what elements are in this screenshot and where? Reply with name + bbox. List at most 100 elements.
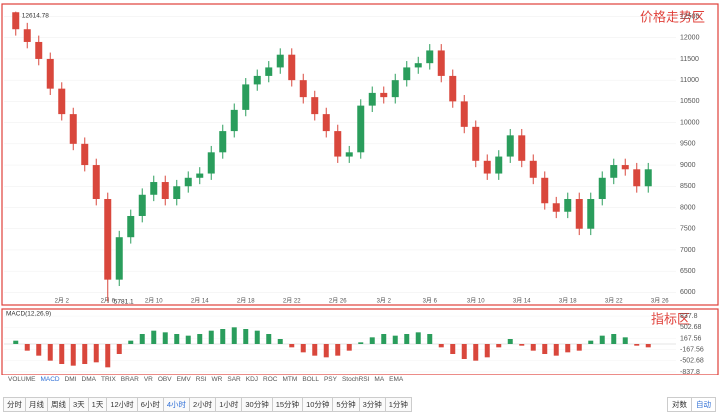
candle-body	[46, 58, 54, 89]
macd-bar	[13, 340, 19, 344]
y-tick-label: -837.8	[680, 369, 700, 375]
candle-body	[633, 169, 641, 187]
period-button[interactable]: 1小时	[215, 397, 243, 412]
macd-bar	[553, 344, 559, 356]
indicator-tab[interactable]: VR	[143, 376, 153, 383]
macd-bar	[197, 334, 203, 344]
y-tick-label: 837.8	[680, 313, 698, 320]
macd-bar	[599, 335, 605, 344]
indicator-tab[interactable]: BOLL	[302, 376, 319, 383]
period-button[interactable]: 1天	[87, 397, 108, 412]
indicator-tab[interactable]: PSY	[323, 376, 337, 383]
candle-body	[184, 177, 192, 187]
candle-body	[161, 182, 169, 200]
y-tick-label: 8500	[680, 183, 696, 190]
indicator-tab[interactable]: RSI	[195, 376, 207, 383]
candle-body	[219, 131, 227, 153]
indicator-tab[interactable]: BRAR	[120, 376, 139, 383]
period-button[interactable]: 3分钟	[358, 397, 386, 412]
indicator-tab[interactable]: TRIX	[100, 376, 116, 383]
x-tick-label: 2月 22	[283, 298, 301, 305]
period-button[interactable]: 分时	[3, 397, 26, 412]
indicator-tab[interactable]: VOLUME	[8, 376, 36, 383]
macd-bar	[128, 340, 134, 344]
macd-bar	[59, 344, 65, 364]
indicator-tabs: VOLUME MACD DMI DMA TRIX BRAR VR OBV EMV RSI WR SAR…	[8, 376, 403, 383]
y-tick-label: 7000	[680, 247, 696, 254]
chart-area: 价格走势区 指标区 MACD(12,26,9) 6000 6500 7000 7500…	[1, 3, 719, 375]
candle-body	[92, 165, 100, 200]
period-button[interactable]: 6小时	[136, 397, 164, 412]
macd-bar	[381, 334, 387, 344]
candle-body	[69, 114, 77, 144]
indicator-tab[interactable]: MA	[374, 376, 385, 383]
macd-bar	[484, 344, 490, 358]
candle-body	[115, 237, 123, 280]
indicator-tab[interactable]: MTM	[282, 376, 298, 383]
candle-body	[472, 126, 480, 161]
macd-bar	[530, 344, 536, 351]
candle-body	[242, 84, 250, 110]
indicator-tab[interactable]: DMI	[64, 376, 77, 383]
candle-body	[541, 177, 549, 204]
indicator-tab[interactable]: KDJ	[245, 376, 259, 383]
annotation: 12614.78	[22, 12, 49, 19]
candle-body	[610, 165, 618, 178]
period-button[interactable]: 5分钟	[332, 397, 360, 412]
y-tick-label: 9500	[680, 141, 696, 148]
x-tick-label: 3月 2	[377, 298, 392, 305]
candle-body	[437, 50, 445, 76]
indicator-tab[interactable]: OBV	[157, 376, 172, 383]
macd-bar	[70, 344, 76, 366]
indicator-label: MACD(12,26,9)	[6, 311, 51, 318]
scale-buttons: 对数 自动	[667, 397, 716, 412]
y-tick-label: 10000	[680, 119, 700, 126]
period-button[interactable]: 15分钟	[271, 397, 304, 412]
candle-body	[621, 165, 629, 170]
period-button[interactable]: 月线	[25, 397, 48, 412]
price-panel-frame	[1, 3, 719, 306]
candle-body	[368, 92, 376, 106]
candle-body	[357, 105, 365, 153]
candle-body	[529, 160, 537, 178]
period-button[interactable]: 4小时	[162, 397, 191, 412]
macd-bar	[415, 332, 421, 344]
macd-bar	[323, 344, 329, 358]
period-button[interactable]: 30分钟	[241, 397, 273, 412]
indicator-tab[interactable]: DMA	[81, 376, 96, 383]
indicator-tab[interactable]: WR	[211, 376, 223, 383]
indicator-tab[interactable]: ROC	[263, 376, 278, 383]
candle-body	[414, 63, 422, 68]
candle-body	[265, 67, 273, 76]
macd-bar	[369, 337, 375, 344]
period-button[interactable]: 10分钟	[302, 397, 334, 412]
candle-body	[173, 186, 181, 200]
period-button[interactable]: 周线	[47, 397, 70, 412]
indicator-tab[interactable]: MACD	[40, 376, 60, 383]
candle-body	[449, 75, 457, 102]
scale-button[interactable]: 对数	[667, 397, 692, 412]
indicator-tab[interactable]: StochRSI	[341, 376, 370, 383]
period-button[interactable]: 2小时	[189, 397, 217, 412]
y-tick-label: 7500	[680, 226, 696, 233]
indicator-tab[interactable]: EMV	[176, 376, 191, 383]
y-tick-label: 6500	[680, 268, 696, 275]
period-button[interactable]: 3天	[69, 397, 89, 412]
y-tick-label: -502.68	[680, 358, 704, 365]
y-tick-label: -167.56	[680, 346, 704, 353]
candle-body	[253, 75, 261, 85]
macd-bar	[461, 344, 467, 359]
period-button[interactable]: 12小时	[106, 397, 138, 412]
candle-body	[495, 156, 503, 174]
macd-bar	[576, 344, 582, 351]
macd-bar	[243, 329, 249, 344]
indicator-tab[interactable]: EMA	[389, 376, 404, 383]
x-tick-label: 2月 2	[55, 298, 70, 305]
scale-button[interactable]: 自动	[691, 397, 716, 412]
macd-bar	[622, 337, 628, 344]
macd-bar	[254, 330, 260, 344]
candle-body	[587, 199, 595, 229]
candle-body	[288, 54, 296, 81]
indicator-tab[interactable]: SAR	[227, 376, 241, 383]
period-button[interactable]: 1分钟	[384, 397, 412, 412]
